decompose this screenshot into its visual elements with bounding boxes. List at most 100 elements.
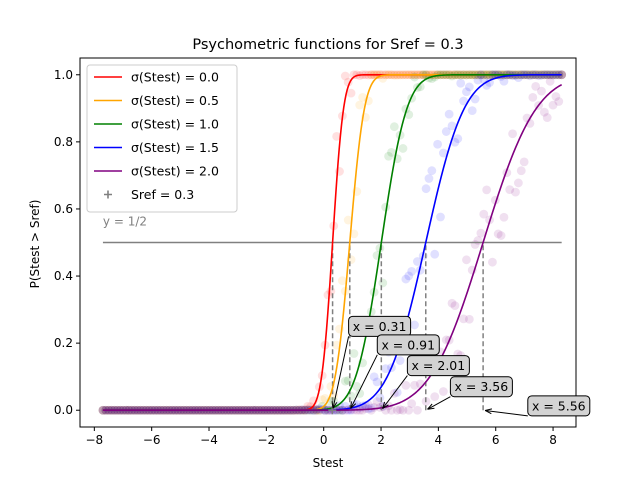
scatter-point bbox=[404, 110, 414, 120]
x-tick-label: −4 bbox=[200, 433, 218, 447]
scatter-point bbox=[534, 71, 543, 81]
legend-label-sref: Sref = 0.3 bbox=[131, 187, 194, 202]
x-tick-label: 2 bbox=[377, 433, 385, 447]
scatter-point bbox=[395, 356, 405, 365]
y-tick-label: 1.0 bbox=[54, 68, 73, 82]
legend-label-0: σ(Stest) = 0.0 bbox=[131, 70, 219, 85]
reference-line-label: y = 1/2 bbox=[103, 215, 147, 229]
scatter-point bbox=[395, 405, 405, 415]
annotation-arrow-3 bbox=[427, 396, 451, 410]
x-tick-label: −8 bbox=[85, 433, 103, 447]
scatter-point bbox=[557, 70, 567, 80]
scatter-point bbox=[528, 92, 538, 102]
annotation-label-0: x = 0.31 bbox=[353, 319, 407, 334]
scatter-point bbox=[427, 166, 437, 176]
scatter-point bbox=[337, 276, 347, 286]
y-tick-label: 0.8 bbox=[54, 135, 73, 149]
y-axis-label: P(Stest > Sref) bbox=[28, 200, 42, 289]
scatter-point bbox=[551, 92, 561, 101]
scatter-point bbox=[361, 404, 370, 413]
scatter-point bbox=[355, 100, 365, 110]
scatter-point bbox=[545, 76, 555, 86]
scatter-point bbox=[349, 349, 359, 358]
scatter-point bbox=[398, 144, 408, 153]
scatter-point bbox=[554, 97, 564, 106]
scatter-point bbox=[398, 405, 408, 415]
legend-label-2: σ(Stest) = 1.0 bbox=[131, 117, 219, 132]
scatter-point bbox=[401, 274, 411, 284]
x-tick-label: 6 bbox=[492, 433, 500, 447]
scatter-point bbox=[413, 405, 422, 415]
scatter-point bbox=[392, 405, 402, 415]
scatter-point bbox=[392, 388, 402, 397]
scatter-point bbox=[542, 113, 552, 122]
scatter-point bbox=[424, 174, 434, 183]
scatter-point bbox=[470, 94, 480, 104]
scatter-point bbox=[525, 71, 535, 81]
legend-label-1: σ(Stest) = 0.5 bbox=[131, 93, 219, 108]
scatter-point bbox=[511, 187, 520, 197]
scatter-point bbox=[381, 364, 391, 374]
sref-marker bbox=[328, 406, 337, 415]
annotation-arrowhead-2 bbox=[382, 401, 389, 410]
scatter-point bbox=[404, 271, 414, 281]
x-tick-label: −6 bbox=[143, 433, 161, 447]
x-axis-label: Stest bbox=[313, 456, 344, 470]
scatter-point bbox=[410, 380, 419, 390]
scatter-point bbox=[488, 257, 497, 267]
x-tick-label: −2 bbox=[258, 433, 276, 447]
y-tick-label: 0.4 bbox=[54, 269, 73, 283]
scatter-point bbox=[407, 399, 417, 409]
annotation-box-2 bbox=[406, 355, 470, 377]
scatter-point bbox=[430, 392, 440, 401]
scatter-point bbox=[372, 397, 382, 406]
scatter-point bbox=[499, 212, 509, 222]
annotation-box-1 bbox=[376, 334, 440, 356]
legend-label-3: σ(Stest) = 1.5 bbox=[131, 140, 219, 155]
legend-swatch-sref bbox=[104, 190, 112, 199]
scatter-point bbox=[433, 139, 443, 149]
scatter-point bbox=[557, 70, 567, 80]
y-tick-label: 0.6 bbox=[54, 202, 73, 216]
scatter-point bbox=[473, 75, 483, 85]
scatter-point bbox=[462, 87, 471, 97]
annotation-box-4 bbox=[527, 395, 591, 417]
scatter-point bbox=[462, 255, 471, 265]
scatter-point bbox=[430, 249, 440, 259]
scatter-point bbox=[404, 405, 414, 415]
scatter-point bbox=[98, 405, 108, 415]
axes-frame bbox=[79, 57, 577, 428]
scatter-point bbox=[476, 228, 486, 238]
annotation-label-3: x = 3.56 bbox=[455, 379, 509, 394]
scatter-point bbox=[98, 405, 108, 415]
scatter-point bbox=[438, 387, 448, 396]
scatter-point bbox=[369, 372, 379, 382]
scatter-point bbox=[98, 405, 108, 415]
annotation-arrow-0 bbox=[332, 336, 350, 409]
scatter-point bbox=[450, 137, 460, 147]
scatter-point bbox=[410, 320, 419, 330]
annotation-label-2: x = 2.01 bbox=[412, 358, 466, 373]
legend-label-4: σ(Stest) = 2.0 bbox=[131, 164, 219, 179]
scatter-point bbox=[496, 231, 506, 240]
scatter-point bbox=[531, 81, 541, 91]
scatter-point bbox=[389, 122, 399, 132]
scatter-point bbox=[387, 405, 396, 415]
annotation-label-4: x = 5.56 bbox=[532, 398, 586, 413]
scatter-point bbox=[317, 395, 327, 405]
scatter-point bbox=[436, 212, 445, 222]
scatter-point bbox=[539, 107, 549, 117]
scatter-point bbox=[372, 377, 382, 387]
scatter-point bbox=[464, 314, 474, 324]
scatter-point bbox=[98, 405, 108, 415]
scatter-point bbox=[438, 148, 448, 158]
scatter-point bbox=[493, 229, 503, 239]
scatter-point bbox=[450, 301, 460, 311]
annotation-label-1: x = 0.91 bbox=[381, 337, 435, 352]
y-tick-label: 0.2 bbox=[54, 336, 73, 350]
scatter-point bbox=[519, 157, 529, 167]
scatter-point bbox=[366, 403, 376, 413]
annotation-arrow-2 bbox=[382, 375, 408, 409]
scatter-point bbox=[516, 166, 526, 176]
annotation-arrowhead-1 bbox=[350, 401, 357, 409]
